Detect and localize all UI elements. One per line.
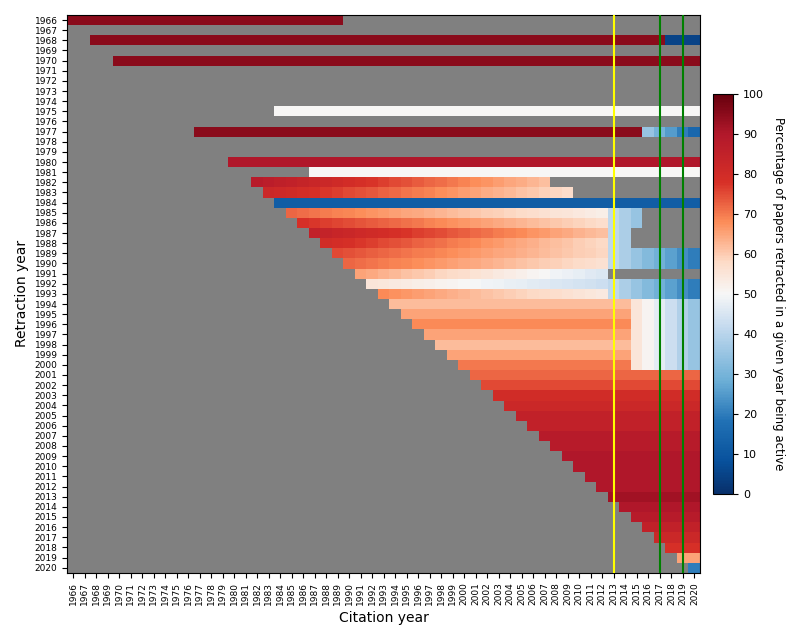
X-axis label: Citation year: Citation year <box>338 611 429 625</box>
Y-axis label: Percentage of papers retracted in a given year being active: Percentage of papers retracted in a give… <box>772 117 785 470</box>
Y-axis label: Retraction year: Retraction year <box>15 240 29 348</box>
